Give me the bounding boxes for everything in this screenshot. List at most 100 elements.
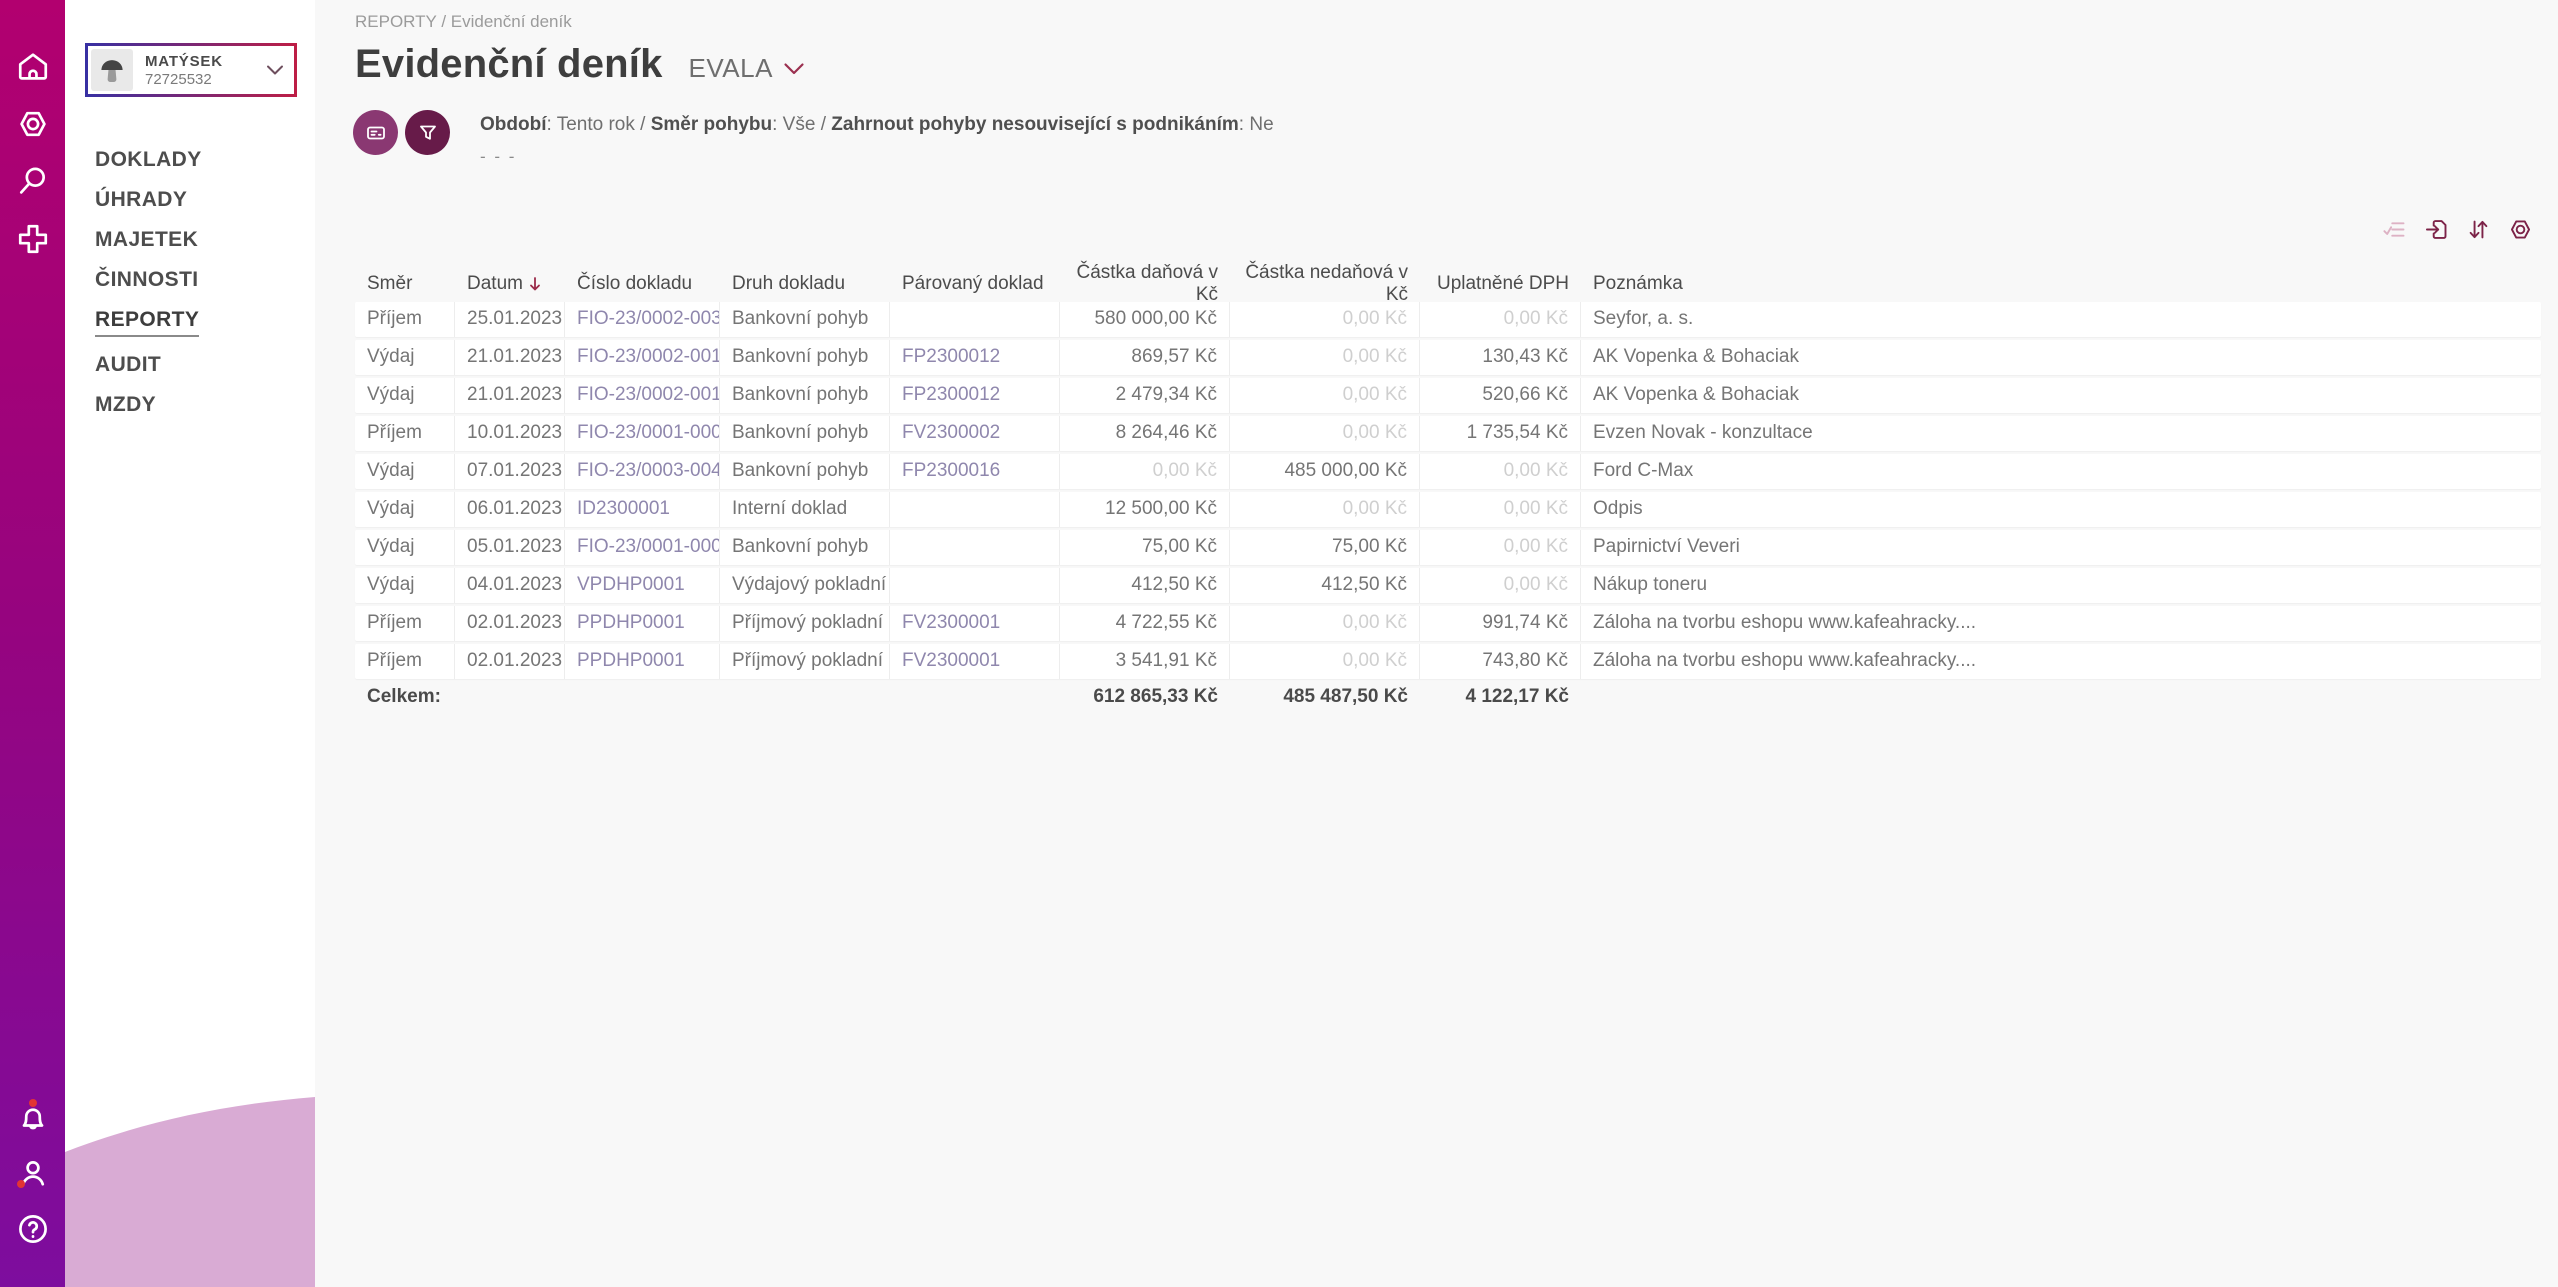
cell-poznamka: Seyfor, a. s. (1593, 308, 1694, 329)
sidebar-item-mzdy[interactable]: MZDY (95, 393, 157, 416)
bell-icon[interactable] (15, 1099, 51, 1136)
cell-dph: 130,43 Kč (1420, 340, 1581, 375)
home-icon[interactable] (15, 49, 51, 85)
column-header-cislo[interactable]: Číslo dokladu (577, 273, 693, 294)
sidebar-item-doklady[interactable]: DOKLADY (95, 148, 202, 171)
cell-nedanova: 0,00 Kč (1230, 302, 1420, 337)
cell-smer: Výdaj (355, 340, 455, 375)
column-header-smer[interactable]: Směr (367, 273, 413, 294)
company-name: MATÝSEK (145, 52, 223, 70)
cell-druh: Bankovní pohyb (720, 454, 890, 489)
cell-parovany (890, 530, 1060, 565)
cell-danova: 869,57 Kč (1060, 340, 1230, 375)
document-link[interactable]: FV2300001 (902, 650, 1001, 671)
document-link[interactable]: FIO-23/0003-0042 (577, 460, 720, 481)
sort-arrows-icon[interactable] (2465, 216, 2492, 243)
document-link[interactable]: FIO-23/0001-0002 (577, 422, 720, 443)
document-link[interactable]: PPDHP0001 (577, 612, 685, 633)
document-link[interactable]: FIO-23/0002-0017 (577, 346, 720, 367)
table-settings-icon[interactable] (2507, 216, 2534, 243)
table-row[interactable]: Příjem 10.01.2023 FIO-23/0001-0002 Bankovní… (355, 416, 2541, 451)
chevron-down-icon (784, 62, 804, 74)
column-header-druh[interactable]: Druh dokladu (732, 273, 846, 294)
document-link[interactable]: FP2300016 (902, 460, 1001, 481)
company-selector[interactable]: MATÝSEK 72725532 (85, 43, 297, 97)
sidebar-menu: DOKLADY ÚHRADY MAJETEK ČINNOSTI REPORTY AUDIT… (95, 148, 295, 433)
checklist-icon[interactable] (2381, 216, 2408, 243)
document-link[interactable]: FP2300012 (902, 346, 1001, 367)
cell-smer: Výdaj (355, 378, 455, 413)
cell-poznamka: Ford C-Max (1593, 460, 1694, 481)
cell-danova: 412,50 Kč (1060, 568, 1230, 603)
user-icon[interactable] (15, 1155, 51, 1191)
cell-danova: 12 500,00 Kč (1060, 492, 1230, 527)
breadcrumb-section[interactable]: REPORTY (355, 12, 437, 31)
cell-nedanova: 0,00 Kč (1230, 492, 1420, 527)
cell-parovany: FP2300012 (890, 340, 1060, 375)
cell-poznamka: Nákup toneru (1593, 574, 1708, 595)
export-document-icon[interactable] (2423, 216, 2450, 243)
cell-parovany (890, 568, 1060, 603)
column-header-datum[interactable]: Datum (455, 273, 565, 295)
table-row[interactable]: Výdaj 05.01.2023 FIO-23/0001-0003 Bankovní … (355, 530, 2541, 565)
table-row[interactable]: Příjem 02.01.2023 PPDHP0001 Příjmový poklad… (355, 644, 2541, 679)
table-row[interactable]: Výdaj 21.01.2023 FIO-23/0002-0017 Bankovní … (355, 378, 2541, 413)
document-link[interactable]: PPDHP0001 (577, 650, 685, 671)
document-link[interactable]: FIO-23/0001-0003 (577, 536, 720, 557)
cell-dph: 0,00 Kč (1420, 492, 1581, 527)
filter-button[interactable] (405, 110, 450, 155)
document-link[interactable]: VPDHP0001 (577, 574, 685, 595)
settings-hexagon-icon[interactable] (15, 106, 51, 142)
search-icon[interactable] (15, 163, 51, 199)
column-header-parovany[interactable]: Párovaný doklad (902, 273, 1044, 294)
cell-poznamka: Záloha na tvorbu eshopu www.kafeahracky.… (1593, 650, 1977, 671)
report-view-button[interactable] (353, 110, 398, 155)
cell-dph: 0,00 Kč (1420, 568, 1581, 603)
cell-parovany: FV2300001 (890, 606, 1060, 641)
sidebar-item-majetek[interactable]: MAJETEK (95, 228, 199, 251)
table-row[interactable]: Výdaj 04.01.2023 VPDHP0001 Výdajový pokladn… (355, 568, 2541, 603)
plus-icon[interactable] (15, 221, 51, 257)
document-link[interactable]: FV2300001 (902, 612, 1001, 633)
totals-nedanova: 485 487,50 Kč (1283, 686, 1408, 707)
cell-dph: 0,00 Kč (1420, 454, 1581, 489)
table-row[interactable]: Výdaj 06.01.2023 ID2300001 Interní doklad 12… (355, 492, 2541, 527)
sidebar-item-úhrady[interactable]: ÚHRADY (95, 188, 188, 211)
cell-datum: 21.01.2023 (455, 378, 565, 413)
cell-druh: Bankovní pohyb (720, 340, 890, 375)
cell-parovany: FV2300002 (890, 416, 1060, 451)
sidebar-item-audit[interactable]: AUDIT (95, 353, 162, 376)
document-link[interactable]: FIO-23/0002-0017 (577, 384, 720, 405)
column-header-dph[interactable]: Uplatněné DPH (1436, 273, 1569, 294)
cell-dph: 520,66 Kč (1420, 378, 1581, 413)
cell-dph: 0,00 Kč (1420, 530, 1581, 565)
cell-datum: 10.01.2023 (455, 416, 565, 451)
table-row[interactable]: Příjem 25.01.2023 FIO-23/0002-0039 Bankovní… (355, 302, 2541, 337)
column-header-poznamka[interactable]: Poznámka (1593, 273, 1683, 294)
sort-desc-icon (530, 277, 540, 291)
user-notification-dot (17, 1180, 25, 1188)
table-row[interactable]: Příjem 02.01.2023 PPDHP0001 Příjmový poklad… (355, 606, 2541, 641)
table-row[interactable]: Výdaj 07.01.2023 FIO-23/0003-0042 Bankovní … (355, 454, 2541, 489)
report-card-icon (366, 126, 385, 139)
cell-smer: Výdaj (355, 492, 455, 527)
cell-poznamka: Odpis (1593, 498, 1643, 519)
column-header-nedanova[interactable]: Částka nedaňová v Kč (1245, 262, 1408, 305)
document-link[interactable]: FP2300012 (902, 384, 1001, 405)
cell-danova: 75,00 Kč (1060, 530, 1230, 565)
totals-danova: 612 865,33 Kč (1093, 686, 1218, 707)
document-link[interactable]: FIO-23/0002-0039 (577, 308, 720, 329)
entity-selector[interactable]: EVALA (689, 53, 805, 84)
breadcrumb: REPORTY / Evidenční deník (355, 12, 572, 32)
column-header-danova[interactable]: Částka daňová v Kč (1076, 262, 1218, 305)
sidebar: MATÝSEK 72725532 DOKLADY ÚHRADY MAJETEK ČIN… (65, 0, 315, 1287)
cell-smer: Výdaj (355, 530, 455, 565)
sidebar-item-reporty[interactable]: REPORTY (95, 308, 200, 337)
document-link[interactable]: FV2300002 (902, 422, 1001, 443)
cell-nedanova: 0,00 Kč (1230, 378, 1420, 413)
document-link[interactable]: ID2300001 (577, 498, 670, 519)
table-row[interactable]: Výdaj 21.01.2023 FIO-23/0002-0017 Bankovní … (355, 340, 2541, 375)
help-icon[interactable] (15, 1211, 51, 1247)
sidebar-item-činnosti[interactable]: ČINNOSTI (95, 268, 199, 291)
cell-dph: 991,74 Kč (1420, 606, 1581, 641)
